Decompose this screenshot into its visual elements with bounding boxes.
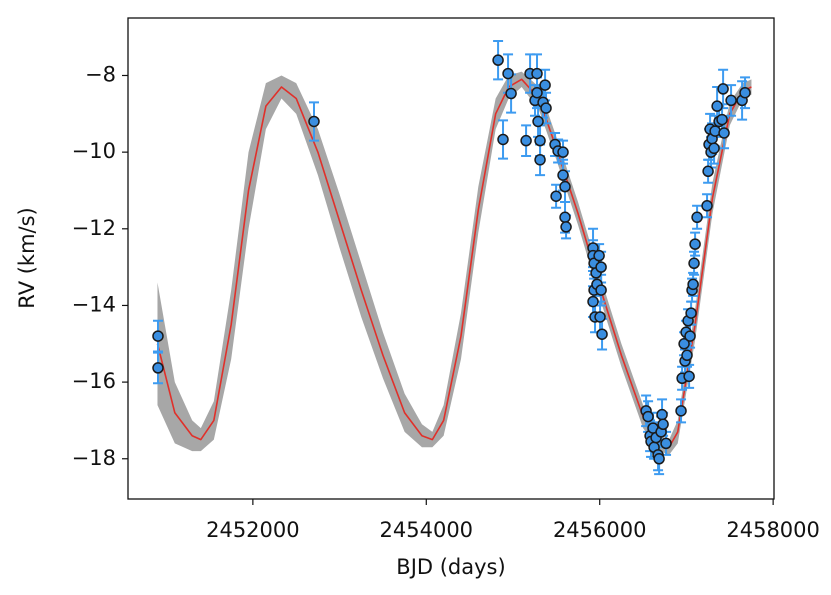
y-tick-label: −8: [85, 62, 116, 86]
data-point: [540, 102, 552, 114]
data-point: [534, 134, 546, 147]
data-point: [152, 330, 164, 342]
data-point: [688, 257, 700, 270]
data-point: [492, 54, 504, 66]
y-axis-label: RV (km/s): [15, 207, 39, 309]
x-tick-label: 2458000: [726, 518, 820, 542]
data-point: [559, 180, 571, 193]
plot-area: [152, 39, 752, 476]
y-tick-label: −16: [72, 369, 116, 393]
data-point: [557, 146, 569, 158]
data-point: [642, 410, 654, 423]
data-point: [711, 100, 723, 112]
data-point: [702, 165, 714, 178]
data-point: [593, 249, 605, 262]
data-point: [505, 87, 517, 100]
data-point: [717, 83, 729, 95]
data-point: [550, 190, 562, 202]
data-point: [308, 115, 320, 128]
data-point: [653, 453, 665, 465]
y-tick-label: −10: [72, 139, 116, 163]
data-point: [560, 221, 572, 233]
data-point: [559, 211, 571, 224]
y-tick-label: −18: [72, 446, 116, 470]
data-point: [716, 113, 728, 126]
y-tick-label: −12: [72, 216, 116, 240]
data-point: [701, 200, 713, 212]
data-point: [675, 405, 687, 417]
data-point: [718, 127, 730, 139]
axes-frame: [127, 17, 775, 500]
data-point: [595, 284, 607, 296]
data-point: [687, 278, 699, 291]
x-tick-label: 2452000: [206, 518, 300, 542]
data-point: [681, 349, 693, 362]
data-point: [595, 261, 607, 273]
model-band: [157, 71, 752, 455]
x-axis-label: BJD (days): [396, 555, 505, 579]
data-point: [520, 134, 532, 147]
data-point: [531, 86, 543, 99]
data-point: [656, 408, 668, 421]
data-point: [691, 211, 703, 224]
data-point: [539, 79, 551, 91]
data-point: [531, 67, 543, 80]
data-point: [657, 418, 669, 431]
data-point: [596, 328, 608, 340]
data-point: [497, 133, 509, 146]
data-point: [684, 330, 696, 342]
data-point: [685, 307, 697, 319]
data-point: [594, 311, 606, 323]
data-point: [532, 115, 544, 128]
x-tick-label: 2454000: [380, 518, 474, 542]
x-tick-label: 2456000: [553, 518, 647, 542]
data-point: [557, 169, 569, 181]
data-point: [534, 154, 546, 166]
model-line: [156, 78, 752, 449]
data-point: [725, 94, 737, 107]
data-point: [739, 86, 751, 99]
data-point: [708, 142, 720, 155]
data-point: [587, 295, 599, 308]
y-tick-label: −14: [72, 292, 116, 316]
data-point: [502, 67, 514, 80]
data-point: [678, 338, 690, 350]
data-point: [660, 437, 672, 450]
data-point: [683, 370, 695, 383]
data-point: [689, 238, 701, 250]
data-point: [152, 362, 164, 374]
